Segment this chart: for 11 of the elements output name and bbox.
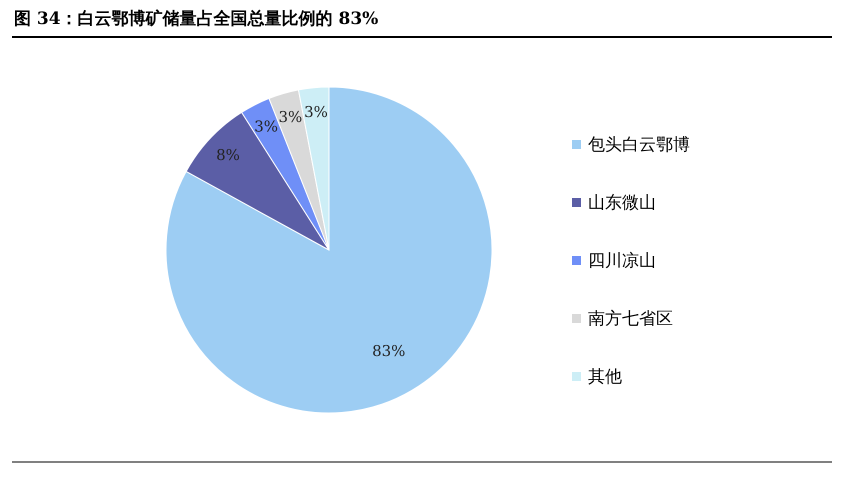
data-label: 8% xyxy=(216,146,240,164)
legend-label: 包头白云鄂博 xyxy=(588,135,690,155)
data-label: 3% xyxy=(278,108,302,126)
data-label: 3% xyxy=(254,118,278,136)
legend-label: 山东微山 xyxy=(588,193,656,213)
legend-label: 南方七省区 xyxy=(588,309,673,329)
chart-title: 图 34：白云鄂博矿储量占全国总量比例的 83% xyxy=(14,9,378,29)
data-label: 83% xyxy=(372,342,406,360)
legend-label: 四川凉山 xyxy=(588,251,656,271)
legend-label: 其他 xyxy=(588,367,622,387)
data-label: 3% xyxy=(304,103,328,122)
